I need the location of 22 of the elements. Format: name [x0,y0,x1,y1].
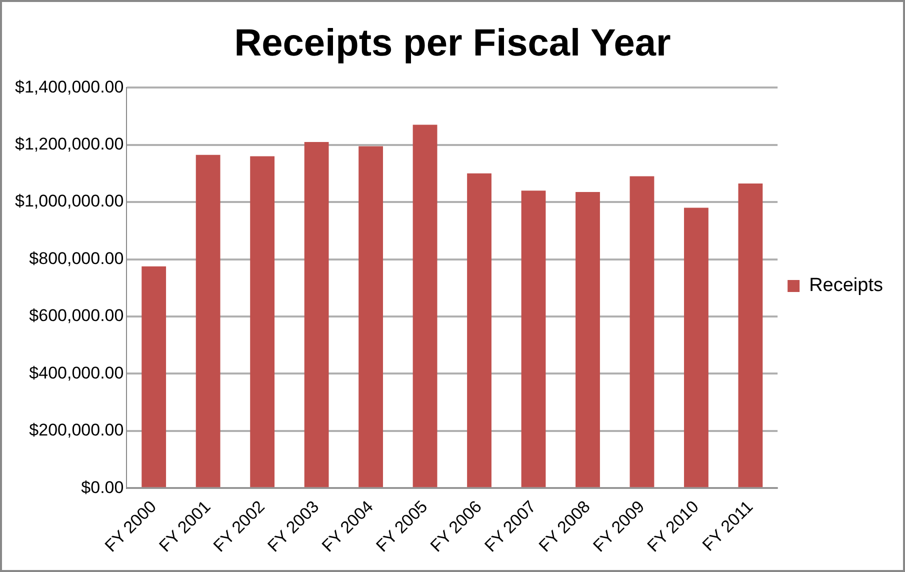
y-tick-label: $1,000,000.00 [14,192,124,211]
y-tick-label: $800,000.00 [29,248,124,268]
bar [467,173,492,488]
bar [358,146,383,488]
legend-label: Receipts [809,275,883,296]
bar [250,156,275,488]
bar [142,266,166,488]
bar [738,183,763,488]
y-tick-label: $0.00 [81,478,124,497]
bar [196,154,220,488]
bar [521,190,546,488]
bar [684,208,708,488]
y-tick-label: $1,200,000.00 [14,134,124,154]
y-tick-label: $400,000.00 [29,363,124,382]
chart-title: Receipts per Fiscal Year [234,22,671,64]
bar [576,192,600,488]
bar [412,124,438,488]
y-tick-label: $600,000.00 [29,306,124,326]
y-tick-label: $1,400,000.00 [14,77,124,96]
bar [304,142,329,488]
y-tick-label: $200,000.00 [29,420,124,440]
bar [630,176,654,488]
